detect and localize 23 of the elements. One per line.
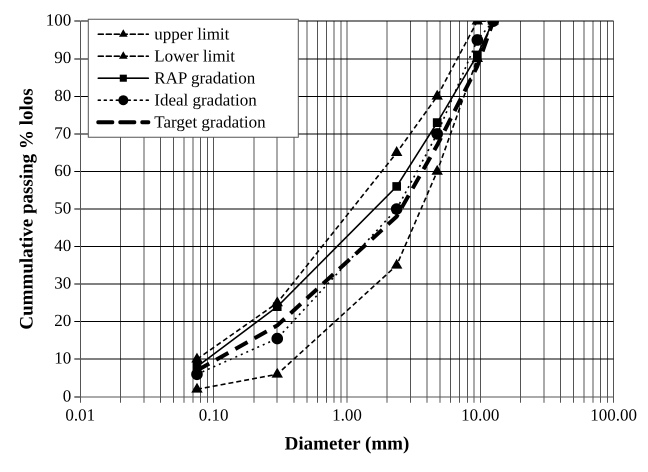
y-tick-label: 40 [54,236,72,256]
legend-label: RAP gradation [154,68,256,88]
y-tick-label: 10 [54,348,72,368]
y-tick-label: 50 [54,198,72,218]
x-tick-label: 0.01 [65,405,96,424]
y-tick-label: 100 [46,10,72,30]
legend-label: Lower limit [154,46,236,66]
legend-label: upper limit [154,24,230,44]
legend-label: Target gradation [154,112,266,132]
legend-label: Ideal gradation [154,90,258,110]
x-tick-label: 100.00 [590,405,637,424]
y-axis-title: Cummulative passing % lolos [16,88,38,330]
x-tick-label: 0.10 [198,405,229,424]
y-tick-label: 80 [54,86,72,105]
y-tick-label: 20 [54,311,72,330]
y-tick-label: 60 [54,160,72,180]
y-tick-label: 0 [62,386,72,406]
x-tick-label: 10.00 [461,405,500,424]
y-tick-label: 70 [54,123,72,142]
x-axis-title: Diameter (mm) [284,434,410,455]
y-tick-label: 90 [54,48,72,68]
y-tick-label: 30 [54,274,72,293]
x-tick-label: 1.00 [332,405,362,424]
